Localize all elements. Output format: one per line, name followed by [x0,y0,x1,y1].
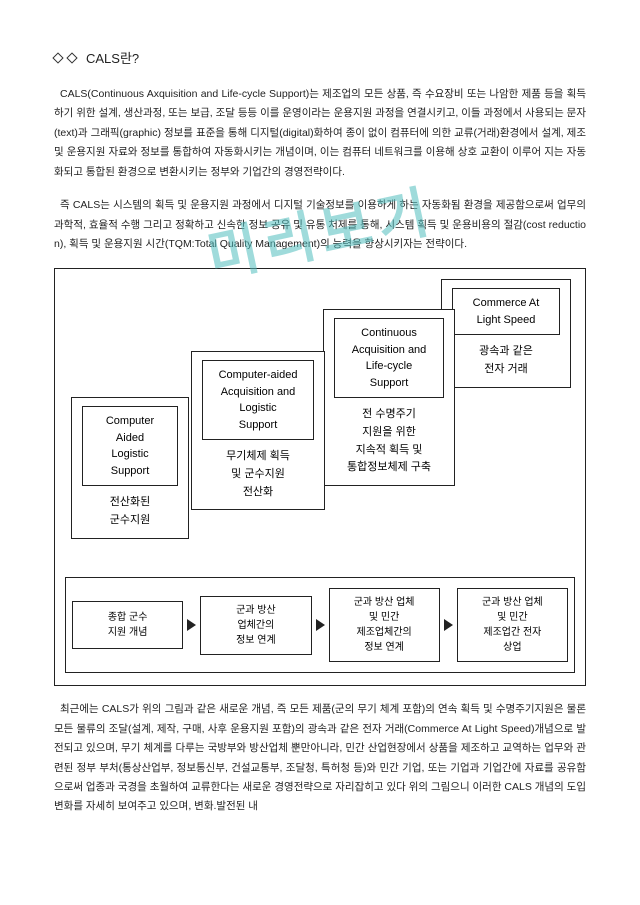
title-row: CALS란? [54,48,586,67]
stair-diagram: Commerce At Light Speed 광속과 같은 전자 거래 Con… [65,279,575,569]
arrow-icon [316,619,325,631]
stair-body-4: 광속과 같은 전자 거래 [452,343,560,378]
stair-body-1: 전산화된 군수지원 [82,494,178,529]
arrow-icon [187,619,196,631]
stair-box-2: Computer-aided Acquisition and Logistic … [191,351,325,510]
paragraph-3: 최근에는 CALS가 위의 그림과 같은 새로운 개념, 즉 모든 제품(군의 … [54,700,586,817]
flow-cell-4: 군과 방산 업체및 민간제조업간 전자상업 [457,588,568,662]
stair-title-2: Computer-aided Acquisition and Logistic … [202,360,314,440]
paragraph-2: 즉 CALS는 시스템의 획득 및 운용지원 과정에서 디지털 기술정보를 이용… [54,196,586,254]
diamond-icon [66,52,77,63]
diamond-icon [52,52,63,63]
page-title: CALS란? [86,48,139,67]
stair-box-1: Computer Aided Logistic Support 전산화된 군수지… [71,397,189,538]
stair-box-4: Commerce At Light Speed 광속과 같은 전자 거래 [441,279,571,387]
bottom-flow: 종합 군수지원 개념 군과 방산업체간의정보 연계 군과 방산 업체및 민간제조… [65,577,575,673]
stair-body-3: 전 수명주기 지원을 위한 지속적 획득 및 통합정보체제 구축 [334,406,444,476]
stair-body-2: 무기체제 획득 및 군수지원 전산화 [202,448,314,501]
stair-title-3: Continuous Acquisition and Life-cycle Su… [334,318,444,398]
stair-title-4: Commerce At Light Speed [452,288,560,335]
flow-cell-3: 군과 방산 업체및 민간제조업체간의정보 연계 [329,588,440,662]
diagram-container: Commerce At Light Speed 광속과 같은 전자 거래 Con… [54,268,586,686]
paragraph-1: CALS(Continuous Axquisition and Life-cyc… [54,85,586,182]
stair-title-1: Computer Aided Logistic Support [82,406,178,486]
flow-cell-2: 군과 방산업체간의정보 연계 [200,596,311,655]
flow-cell-1: 종합 군수지원 개념 [72,601,183,649]
arrow-icon [444,619,453,631]
stair-box-3: Continuous Acquisition and Life-cycle Su… [323,309,455,485]
